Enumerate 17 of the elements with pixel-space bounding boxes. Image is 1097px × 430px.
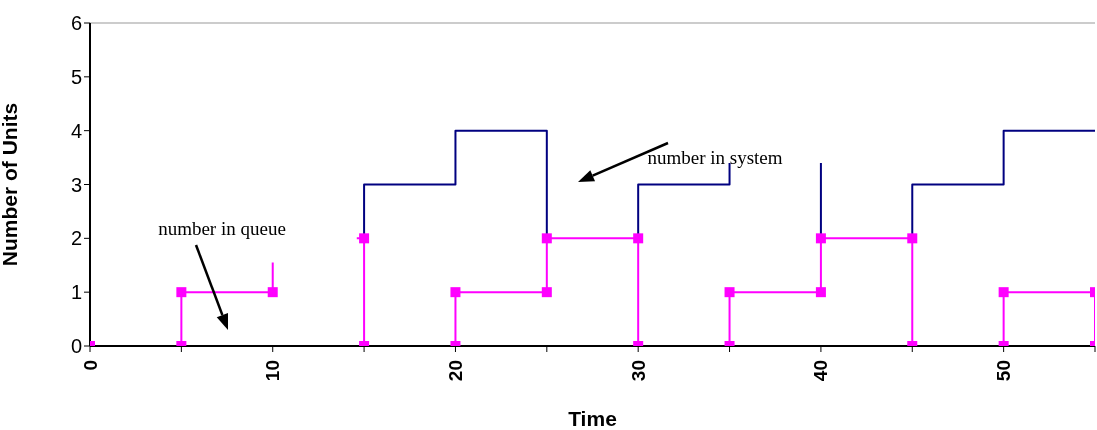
annotation: number in queue [158,218,286,239]
y-tick-label: 6 [70,12,82,35]
y-axis-title: Number of Units [0,102,22,267]
x-tick-label: 0 [79,360,101,371]
x-tick-label: 30 [627,360,649,382]
x-axis-title: Time [568,407,617,430]
annotation: number in system [647,147,783,168]
y-tick-label: 4 [70,119,82,142]
y-tick-label: 0 [70,335,82,358]
y-tick-label: 3 [70,173,82,196]
y-tick-label: 2 [70,227,82,250]
x-tick-label: 50 [993,360,1015,382]
x-tick-label: 20 [444,360,466,382]
x-tick-label: 10 [262,360,284,382]
y-tick-label: 5 [70,65,82,88]
y-tick-label: 1 [70,281,82,304]
x-tick-label: 40 [810,360,832,382]
